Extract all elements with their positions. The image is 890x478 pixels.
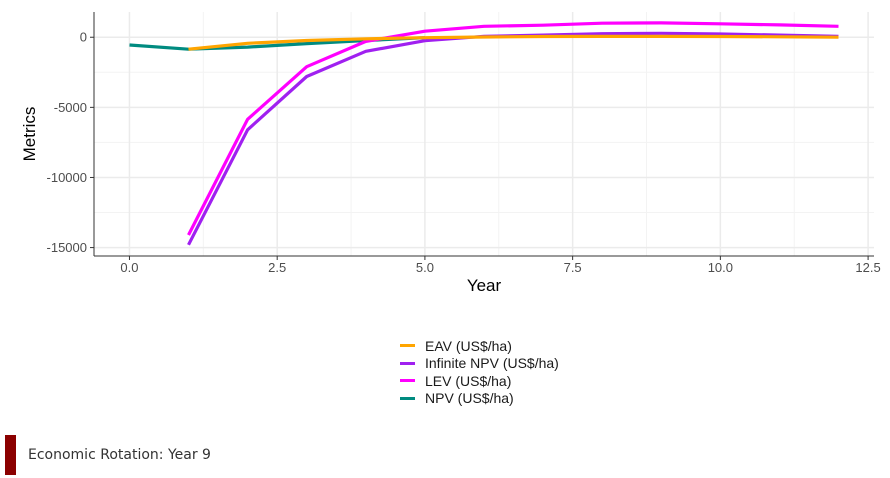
grid: [94, 12, 874, 256]
economic-rotation-text: Economic Rotation: Year 9: [28, 447, 211, 463]
line-chart: 0.0 2.5 5.0 7.5 10.0 12.5 0 -5000 -10000 -15000 Y…: [20, 12, 881, 295]
series-line-infinite-npv: [187, 31, 839, 246]
x-tick-label: 7.5: [564, 260, 582, 275]
x-tick-label: 0.0: [120, 260, 138, 275]
legend-label-eav: EAV (US$/ha): [425, 337, 512, 354]
legend: EAV (US$/ha) Infinite NPV (US$/ha) LEV (…: [400, 337, 559, 407]
series-lines: [129, 21, 839, 246]
series-line-eav: [188, 34, 839, 51]
y-tick-label: -15000: [47, 240, 87, 255]
x-tick-label: 5.0: [416, 260, 434, 275]
callout-accent-bar: [5, 435, 16, 475]
legend-key-infinite-npv: [400, 361, 415, 365]
legend-key-eav: [400, 344, 415, 348]
legend-key-npv: [400, 396, 415, 400]
legend-item-lev: LEV (US$/ha): [400, 372, 559, 390]
y-tick-label: 0: [80, 30, 87, 45]
legend-label-infinite-npv: Infinite NPV (US$/ha): [425, 355, 559, 372]
x-tick-label: 12.5: [855, 260, 880, 275]
legend-label-lev: LEV (US$/ha): [425, 372, 512, 389]
legend-key-lev: [400, 379, 415, 383]
x-tick-label: 2.5: [268, 260, 286, 275]
y-axis-title: Metrics: [20, 107, 39, 162]
axes: [90, 12, 874, 260]
x-axis-title: Year: [467, 276, 502, 295]
legend-label-npv: NPV (US$/ha): [425, 390, 514, 407]
x-tick-label: 10.0: [708, 260, 733, 275]
legend-item-eav: EAV (US$/ha): [400, 337, 559, 355]
series-line-lev: [187, 21, 839, 236]
y-tick-label: -10000: [47, 170, 87, 185]
legend-item-npv: NPV (US$/ha): [400, 390, 559, 408]
legend-item-infinite-npv: Infinite NPV (US$/ha): [400, 355, 559, 373]
tick-labels: 0.0 2.5 5.0 7.5 10.0 12.5 0 -5000 -10000 -15000: [47, 30, 881, 275]
y-tick-label: -5000: [54, 100, 87, 115]
economic-rotation-callout: Economic Rotation: Year 9: [5, 435, 211, 475]
